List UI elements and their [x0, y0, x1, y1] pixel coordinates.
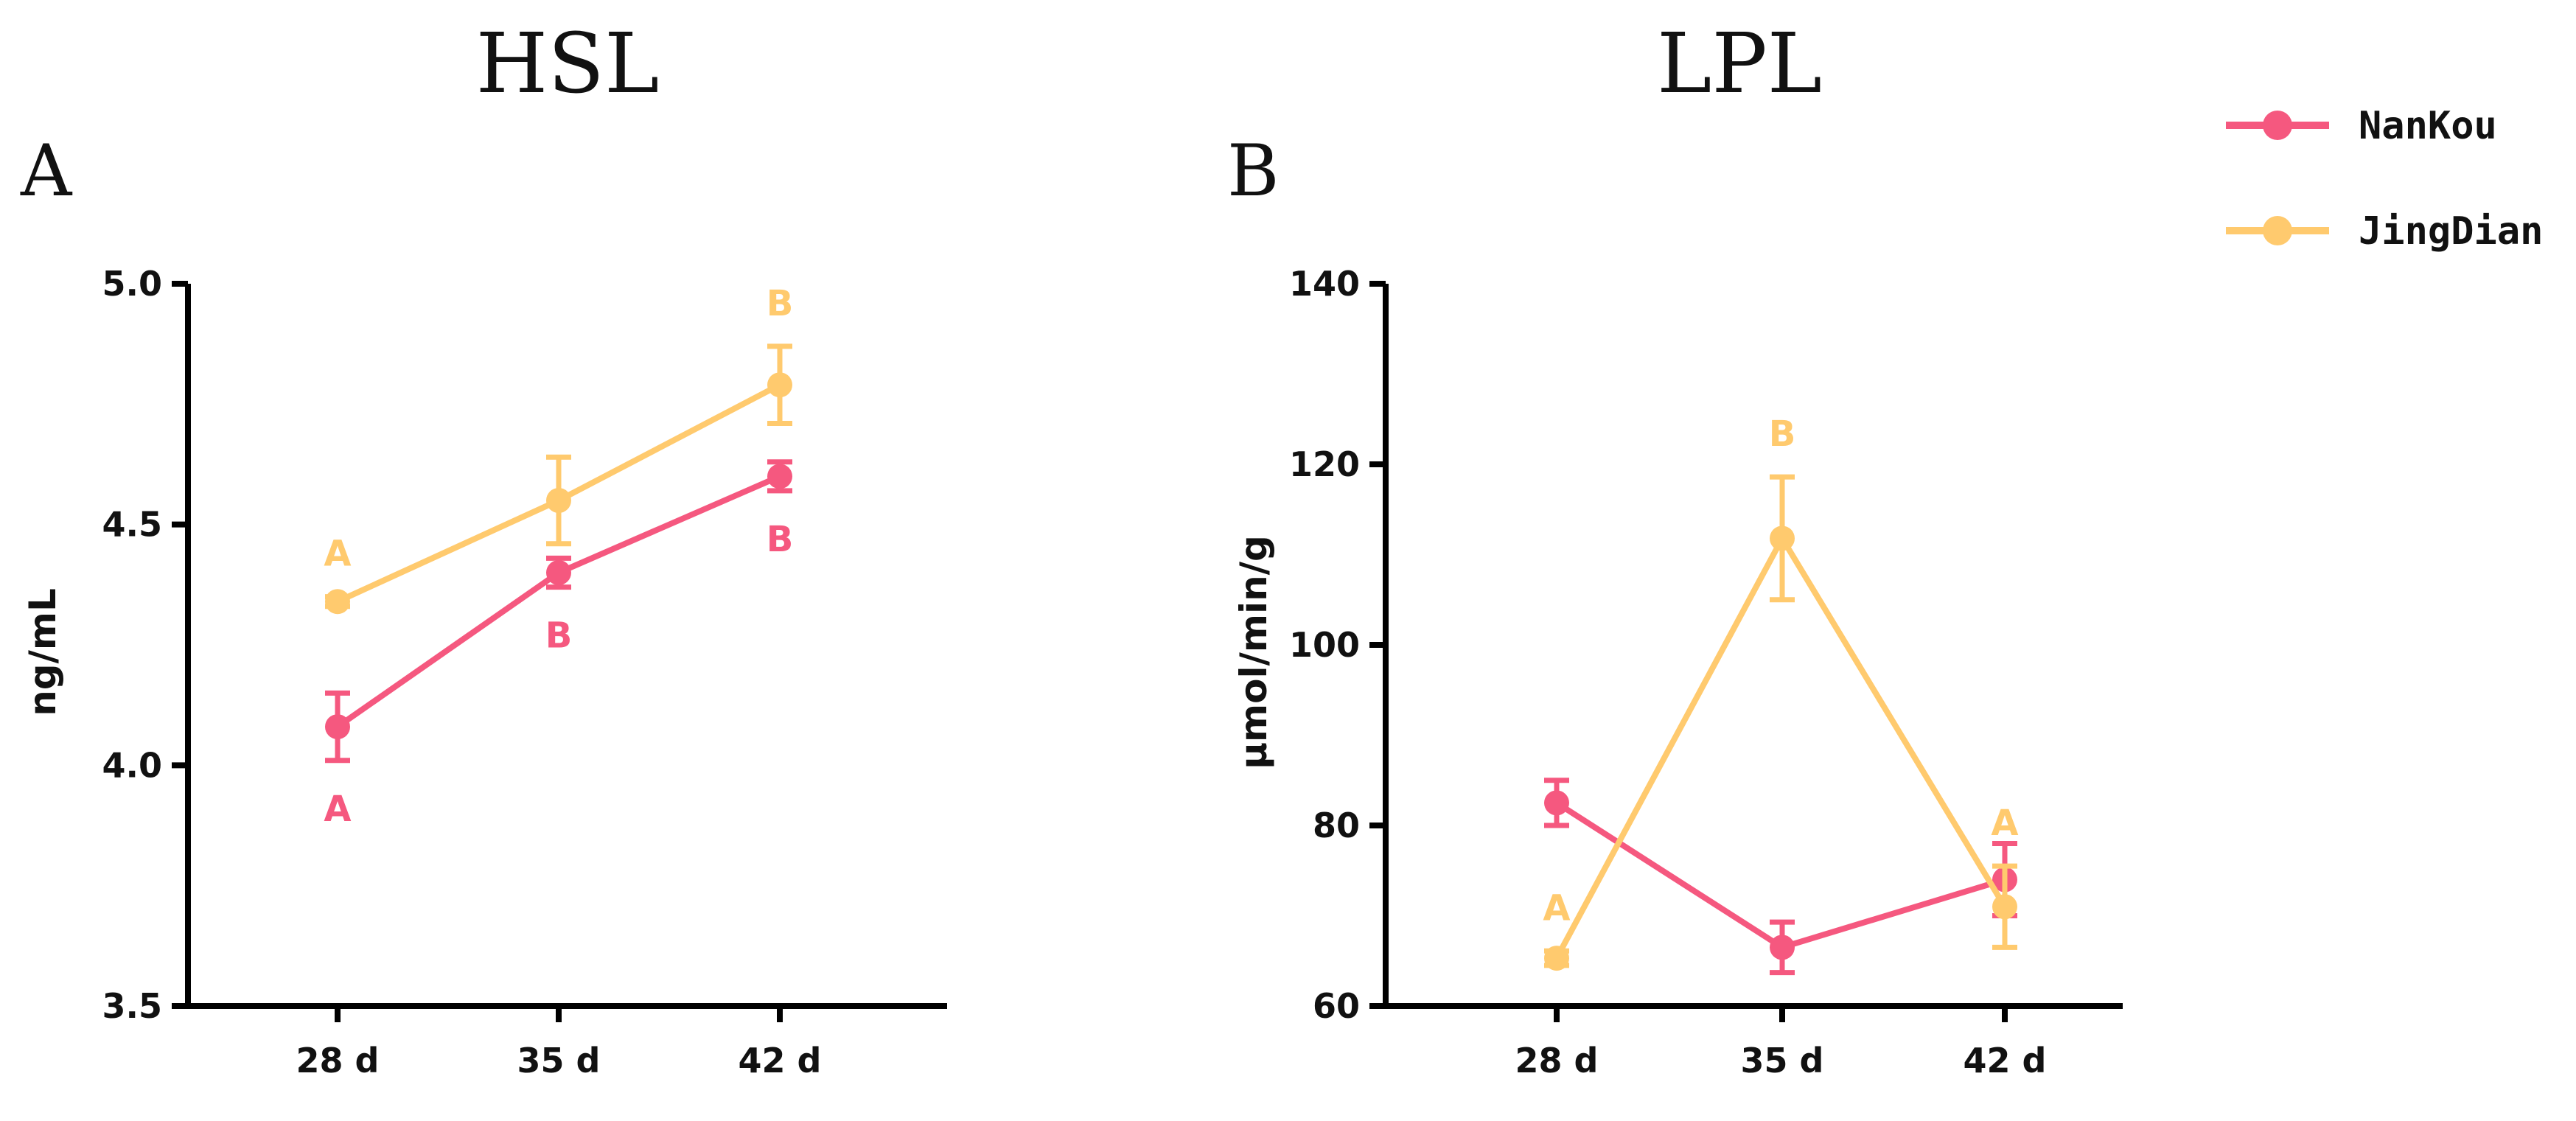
data-point-jingdian [546, 488, 571, 513]
legend-label-jingdian: JingDian [2359, 209, 2543, 254]
ytick-label: 80 [1313, 806, 1360, 845]
data-point-jingdian [325, 589, 350, 615]
significance-letter-nankou: B [545, 615, 573, 657]
xtick-label: 35 d [1741, 1041, 1824, 1080]
data-point-jingdian [1770, 525, 1795, 551]
ytick-label: 3.5 [102, 986, 163, 1026]
data-point-nankou [767, 464, 792, 489]
legend-marker-jingdian [2263, 216, 2292, 245]
data-point-jingdian [1992, 894, 2017, 920]
ytick-label: 120 [1289, 444, 1360, 484]
ytick-label: 60 [1313, 986, 1360, 1026]
panel-a-ylabel: ng/mL [21, 588, 64, 716]
legend: NanKou JingDian [2226, 104, 2543, 254]
panel-b-ylabel: μmol/min/g [1232, 535, 1275, 769]
panel-a: HSL A ng/mL 3.5 4.0 4.5 5.0 28 d 35 d 42 d A B… [20, 16, 947, 1080]
ytick-label: 4.5 [102, 505, 163, 545]
significance-letter-jingdian: A [1991, 803, 2018, 844]
significance-letter-jingdian: B [767, 283, 794, 324]
xtick-label: 42 d [739, 1041, 822, 1080]
panel-b-letter: B [1227, 130, 1280, 212]
data-point-nankou [546, 560, 571, 585]
xtick-label: 28 d [296, 1041, 380, 1080]
ytick-label: 100 [1289, 625, 1360, 665]
panel-b-title: LPL [1657, 16, 1822, 112]
xtick-label: 35 d [517, 1041, 601, 1080]
xtick-label: 42 d [1964, 1041, 2047, 1080]
legend-label-nankou: NanKou [2359, 104, 2497, 148]
panel-a-letter: A [20, 130, 73, 212]
significance-letter-nankou: A [324, 789, 351, 830]
ytick-label: 4.0 [102, 745, 163, 785]
ytick-label: 140 [1289, 264, 1360, 304]
data-point-jingdian [1544, 946, 1569, 971]
panel-b: LPL B μmol/min/g 60 80 100 120 140 28 d 35 d 4… [1227, 16, 2123, 1080]
data-point-nankou [325, 714, 350, 740]
legend-marker-nankou [2263, 111, 2292, 140]
xtick-label: 28 d [1515, 1041, 1599, 1080]
significance-letter-jingdian: A [1543, 887, 1570, 929]
data-point-nankou [1544, 790, 1569, 816]
significance-letter-jingdian: B [1769, 413, 1796, 455]
data-point-jingdian [767, 372, 792, 398]
significance-letter-jingdian: A [324, 534, 351, 575]
panel-a-title: HSL [476, 16, 660, 112]
ytick-label: 5.0 [102, 264, 163, 304]
significance-letter-nankou: B [767, 519, 794, 560]
data-point-nankou [1770, 935, 1795, 960]
